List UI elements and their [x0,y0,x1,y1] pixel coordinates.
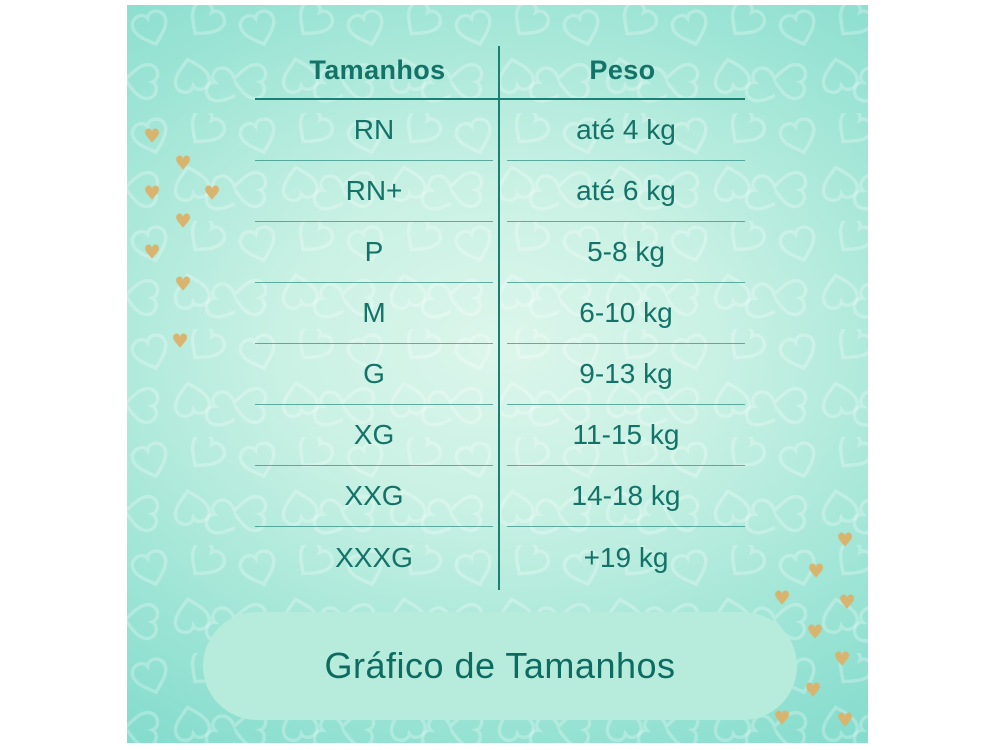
table-row: P 5-8 kg [255,222,745,283]
size-cell: P [255,222,493,283]
gold-heart-icon: ♥ [804,679,822,702]
gold-heart-icon: ♥ [836,709,854,732]
gold-heart-icon: ♥ [773,707,791,730]
column-header-weight: Peso [589,54,656,85]
weight-cell: até 4 kg [507,100,745,161]
table-row: XXXG +19 kg [255,527,745,588]
size-table: Tamanhos Peso RN até 4 kg RN+ até 6 kg P… [255,42,745,590]
weight-cell: até 6 kg [507,161,745,222]
row-gap [493,527,507,588]
size-cell: RN [255,100,493,161]
size-cell: M [255,283,493,344]
gold-heart-icon: ♥ [773,587,791,610]
weight-cell: 6-10 kg [507,283,745,344]
weight-cell: 9-13 kg [507,344,745,405]
chart-title: Gráfico de Tamanhos [324,645,676,686]
weight-cell: 14-18 kg [507,466,745,527]
gold-heart-icon: ♥ [174,210,192,233]
row-gap [493,466,507,527]
table-header-row: Tamanhos Peso [255,42,745,100]
table-row: XXG 14-18 kg [255,466,745,527]
table-row: XG 11-15 kg [255,405,745,466]
gold-heart-icon: ♥ [833,648,851,671]
row-gap [493,100,507,161]
footer-pill: Gráfico de Tamanhos [203,612,797,720]
size-cell: XG [255,405,493,466]
product-infographic-panel: ♥ ♥ ♥ ♥ ♥ ♥ ♥ ♥ ♥ ♥ ♥ ♥ ♥ ♥ ♥ ♥ ♥ Tamanhos Peso RN até 4… [127,5,868,743]
size-cell: RN+ [255,161,493,222]
gold-heart-icon: ♥ [143,241,161,264]
table-body: RN até 4 kg RN+ até 6 kg P 5-8 kg M 6-10… [255,100,745,588]
gold-heart-icon: ♥ [174,152,192,175]
column-header-sizes: Tamanhos [309,54,446,85]
size-cell: XXXG [335,541,413,573]
gold-heart-icon: ♥ [174,273,192,296]
row-gap [493,222,507,283]
weight-cell: 5-8 kg [507,222,745,283]
gold-heart-icon: ♥ [171,330,189,353]
table-row: G 9-13 kg [255,344,745,405]
size-cell: XXG [255,466,493,527]
gold-heart-icon: ♥ [203,182,221,205]
table-row: RN até 4 kg [255,100,745,161]
row-gap [493,405,507,466]
row-gap [493,344,507,405]
weight-cell: 11-15 kg [507,405,745,466]
table-row: RN+ até 6 kg [255,161,745,222]
row-gap [493,161,507,222]
row-gap [493,283,507,344]
gold-heart-icon: ♥ [143,182,161,205]
gold-heart-icon: ♥ [143,125,161,148]
table-row: M 6-10 kg [255,283,745,344]
gold-heart-icon: ♥ [836,529,854,552]
gold-heart-icon: ♥ [806,621,824,644]
gold-heart-icon: ♥ [807,560,825,583]
column-divider-line [498,46,500,590]
size-cell: G [255,344,493,405]
weight-cell: +19 kg [583,541,669,573]
gold-heart-icon: ♥ [838,591,856,614]
